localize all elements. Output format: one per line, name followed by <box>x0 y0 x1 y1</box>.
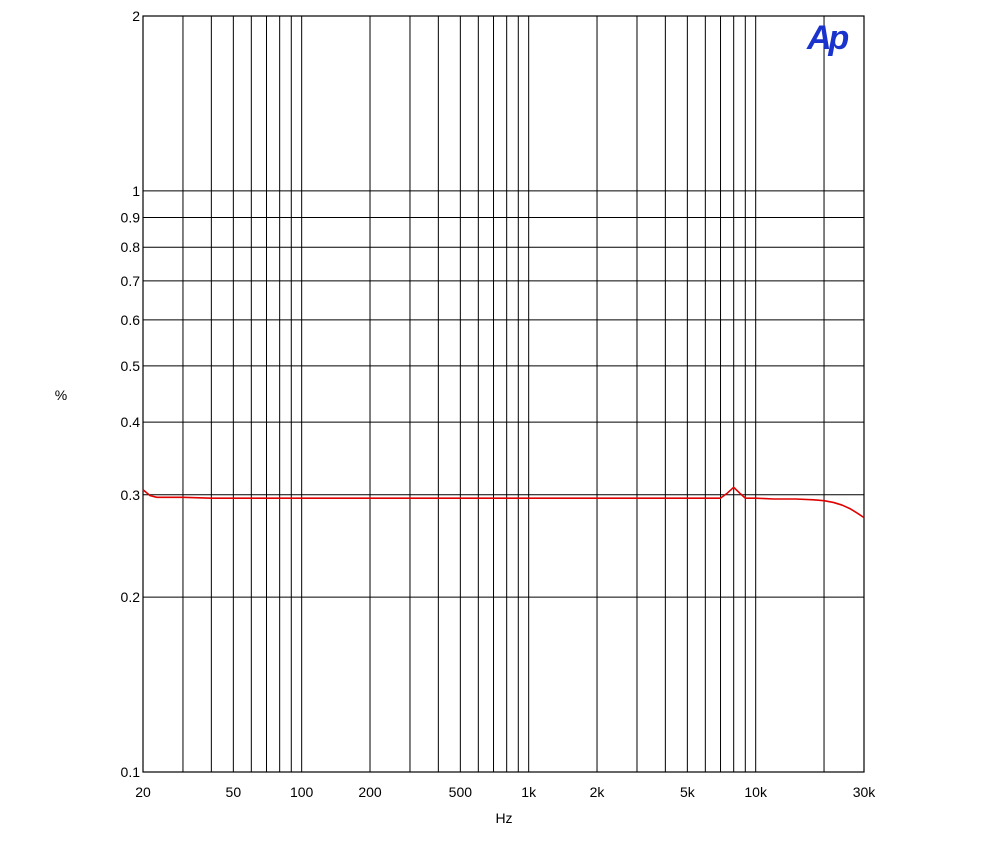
ap-logo: Ap <box>806 19 849 57</box>
y-tick-labels: 0.1 0.2 0.3 0.4 0.5 0.6 0.7 0.8 0.9 1 2 <box>121 8 141 780</box>
y-tick-label: 0.1 <box>121 764 141 780</box>
x-tick-label: 30k <box>853 784 877 800</box>
x-axis-label: Hz <box>495 810 512 826</box>
y-tick-label: 0.8 <box>121 239 141 255</box>
x-tick-label: 200 <box>358 784 382 800</box>
x-tick-label: 500 <box>449 784 473 800</box>
y-tick-label: 2 <box>132 8 140 24</box>
x-gridlines <box>142 16 865 772</box>
y-tick-label: 1 <box>132 183 140 199</box>
x-tick-label: 100 <box>290 784 314 800</box>
y-axis-label: % <box>55 387 67 403</box>
y-tick-label: 0.6 <box>121 312 141 328</box>
x-tick-label: 20 <box>135 784 151 800</box>
y-tick-label: 0.7 <box>121 273 141 289</box>
series-layer <box>142 486 865 519</box>
plot-area <box>143 16 864 772</box>
y-tick-label: 0.3 <box>121 487 141 503</box>
x-tick-label: 2k <box>590 784 606 800</box>
series-line <box>142 486 865 519</box>
y-tick-label: 0.5 <box>121 358 141 374</box>
x-tick-label: 10k <box>744 784 768 800</box>
x-tick-label: 50 <box>226 784 242 800</box>
plot-frame <box>142 15 865 773</box>
y-tick-label: 0.2 <box>121 589 141 605</box>
x-tick-labels: 20 50 100 200 500 1k 2k 5k 10k 30k <box>135 784 876 800</box>
x-tick-label: 1k <box>521 784 537 800</box>
y-tick-label: 0.4 <box>121 414 141 430</box>
y-tick-label: 0.9 <box>121 210 141 226</box>
x-tick-label: 5k <box>680 784 696 800</box>
